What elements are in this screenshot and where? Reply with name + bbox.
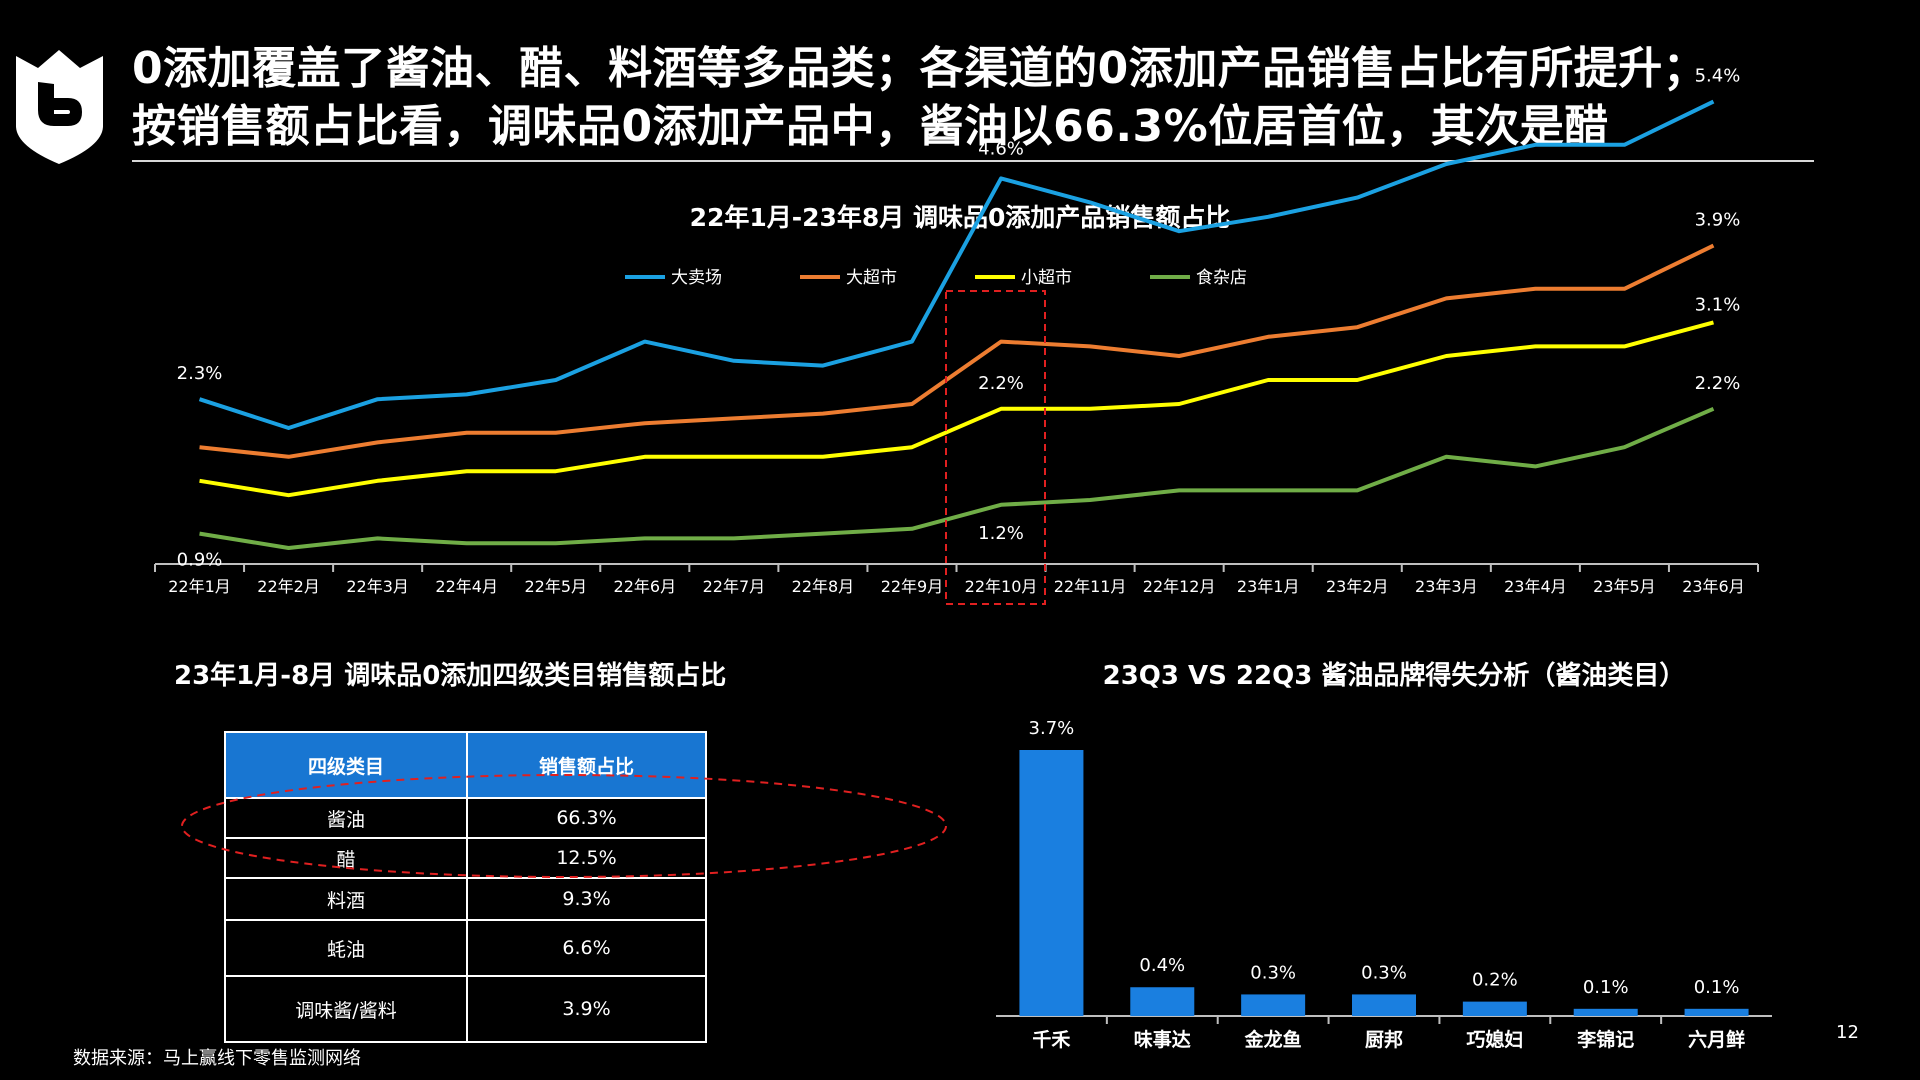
legend-label-3: 食杂店 <box>1196 268 1247 288</box>
line-data-label: 3.9% <box>1695 210 1741 231</box>
category-share-table-wrap: 四级类目 销售额占比 酱油 66.3% 醋 12.5% 料酒 9.3% 蚝油 6.6% 调味酱/… <box>224 731 707 1043</box>
line-data-label: 3.1% <box>1695 294 1741 315</box>
x-tick-label: 23年6月 <box>1682 577 1745 596</box>
x-tick-label: 23年4月 <box>1504 577 1567 596</box>
line-data-label: 2.2% <box>978 373 1024 394</box>
table-row: 蚝油 6.6% <box>224 919 707 977</box>
x-tick-label: 22年11月 <box>1054 577 1127 596</box>
bar-value-label: 0.3% <box>1361 962 1407 983</box>
line-chart-title: 22年1月-23年8月 调味品0添加产品销售额占比 <box>690 203 1231 232</box>
line-chart-legend: 大卖场 大超市 小超市 食杂店 <box>625 268 1247 288</box>
table-row: 酱油 66.3% <box>224 797 707 839</box>
bar-1 <box>1130 987 1195 1016</box>
line-data-label: 2.2% <box>1695 373 1741 394</box>
bar-chart-title: 23Q3 VS 22Q3 酱油品牌得失分析（酱油类目） <box>1103 660 1686 691</box>
bar-category-label: 千禾 <box>1032 1029 1070 1051</box>
series-line-0 <box>198 99 1715 430</box>
series-line-2 <box>199 320 1714 498</box>
table-cell-share: 66.3% <box>466 797 707 839</box>
highlight-box-oct22 <box>945 290 1046 605</box>
bar-chart-bars: 3.7% 千禾 0.4% 味事达 0.3% 金龙鱼 0.3% 厨邦 0.2% 巧媳妇 0.1% 李锦记… <box>1019 718 1749 1051</box>
line-data-label: 0.9% <box>177 550 223 571</box>
table-title: 23年1月-8月 调味品0添加四级类目销售额占比 <box>174 660 726 691</box>
table-cell-share: 12.5% <box>466 837 707 879</box>
line-chart-data-labels: 2.3% 0.9% 4.6% 2.2% 1.2% 5.4% 3.9% 3.1% 2.2% <box>177 66 1741 571</box>
line-data-label: 5.4% <box>1695 66 1741 87</box>
bar-category-label: 六月鲜 <box>1688 1028 1745 1051</box>
table-cell-category: 蚝油 <box>224 919 468 977</box>
table-header-category: 四级类目 <box>224 731 468 799</box>
series-line-1 <box>199 243 1715 459</box>
x-tick-label: 22年6月 <box>614 577 677 596</box>
table-header-row: 四级类目 销售额占比 <box>224 731 707 799</box>
table-row: 醋 12.5% <box>224 837 707 879</box>
bar-category-label: 味事达 <box>1134 1028 1191 1051</box>
x-tick-label: 22年2月 <box>257 577 320 596</box>
series-line-3 <box>199 406 1715 550</box>
x-tick-label: 22年10月 <box>965 577 1038 596</box>
line-data-label: 4.6% <box>978 138 1024 159</box>
x-tick-label: 23年2月 <box>1326 577 1389 596</box>
title-divider <box>132 160 1814 162</box>
x-tick-label: 22年8月 <box>792 577 855 596</box>
bar-category-label: 李锦记 <box>1576 1028 1634 1051</box>
table-row: 料酒 9.3% <box>224 877 707 921</box>
table-cell-share: 3.9% <box>466 975 707 1043</box>
bar-3 <box>1352 994 1416 1016</box>
bar-value-label: 0.2% <box>1472 970 1518 991</box>
table-cell-share: 9.3% <box>466 877 707 921</box>
bar-category-label: 巧媳妇 <box>1466 1028 1523 1051</box>
table-header-share: 销售额占比 <box>466 731 707 799</box>
bar-value-label: 0.1% <box>1583 977 1629 998</box>
x-tick-label: 23年3月 <box>1415 577 1478 596</box>
legend-label-2: 小超市 <box>1021 268 1072 288</box>
bar-category-label: 厨邦 <box>1365 1028 1403 1051</box>
bar-0 <box>1019 750 1084 1016</box>
x-tick-label: 22年9月 <box>881 577 944 596</box>
table-body: 酱油 66.3% 醋 12.5% 料酒 9.3% 蚝油 6.6% 调味酱/酱料 3.9% <box>224 797 707 1043</box>
table-cell-category: 料酒 <box>224 877 468 921</box>
title-line-2: 按销售额占比看，调味品0添加产品中，酱油以66.3%位居首位，其次是醋 <box>132 101 1609 152</box>
x-tick-label: 22年12月 <box>1143 577 1216 596</box>
x-tick-label: 22年4月 <box>435 577 498 596</box>
bar-value-label: 0.3% <box>1250 962 1296 983</box>
page-title: 0添加覆盖了酱油、醋、料酒等多品类；各渠道的0添加产品销售占比有所提升； 按销售… <box>132 40 1892 156</box>
category-share-table: 四级类目 销售额占比 酱油 66.3% 醋 12.5% 料酒 9.3% 蚝油 6.6% 调味酱/… <box>224 731 707 1043</box>
bar-2 <box>1241 994 1306 1016</box>
legend-label-0: 大卖场 <box>671 268 722 288</box>
line-data-label: 1.2% <box>978 523 1024 544</box>
table-cell-share: 6.6% <box>466 919 707 977</box>
data-source-note: 数据来源：马上赢线下零售监测网络 <box>73 1048 361 1069</box>
bar-value-label: 0.4% <box>1139 955 1185 976</box>
line-chart-series <box>198 99 1715 550</box>
table-cell-category: 调味酱/酱料 <box>224 975 468 1043</box>
table-cell-category: 醋 <box>224 837 468 879</box>
x-tick-label: 22年7月 <box>703 577 766 596</box>
brand-logo <box>16 50 103 164</box>
title-line-1: 0添加覆盖了酱油、醋、料酒等多品类；各渠道的0添加产品销售占比有所提升； <box>132 43 1708 94</box>
table-cell-category: 酱油 <box>224 797 468 839</box>
table-row: 调味酱/酱料 3.9% <box>224 975 707 1043</box>
line-chart-x-ticks: 22年1月 22年2月 22年3月 22年4月 22年5月 22年6月 22年7月 22年8月… <box>154 564 1759 596</box>
bar-value-label: 0.1% <box>1694 977 1740 998</box>
bar-4 <box>1462 1001 1527 1016</box>
bar-value-label: 3.7% <box>1029 718 1075 739</box>
page-number: 12 <box>1836 1022 1859 1043</box>
line-data-label: 2.3% <box>177 363 223 384</box>
x-tick-label: 23年1月 <box>1237 577 1300 596</box>
bar-5 <box>1573 1008 1638 1016</box>
x-tick-label: 23年5月 <box>1593 577 1656 596</box>
legend-label-1: 大超市 <box>846 268 897 288</box>
x-tick-label: 22年3月 <box>346 577 409 596</box>
x-tick-label: 22年5月 <box>524 577 587 596</box>
bar-6 <box>1684 1008 1749 1016</box>
bar-category-label: 金龙鱼 <box>1244 1028 1302 1051</box>
x-tick-label: 22年1月 <box>168 577 231 596</box>
